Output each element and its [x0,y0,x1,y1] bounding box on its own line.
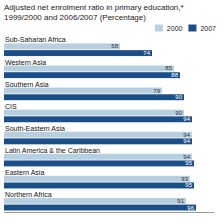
data-label: 85 [165,65,172,71]
data-label: 74 [143,50,150,56]
data-label: 58 [111,43,118,49]
category-label: South-Eastern Asia [5,125,65,132]
bar [4,132,192,138]
bar [4,160,194,166]
data-label: 95 [185,182,192,188]
bar [4,88,162,94]
data-label: 95 [185,160,192,166]
data-label: 79 [153,88,160,94]
data-label: 94 [183,138,190,144]
data-label: 90 [175,110,182,116]
data-label: 91 [177,198,184,204]
data-label: 93 [181,176,188,182]
bar [4,154,192,160]
bar [4,198,186,204]
bar [4,116,192,122]
category-label: Latin America & the Caribbean [5,147,100,154]
chart: Adjusted net enrolment ratio in primary … [0,0,220,220]
x-axis-line [4,212,214,213]
bar [4,176,190,182]
category-label: Sub-Saharan Africa [5,36,66,43]
data-label: 90 [175,94,182,100]
data-label: 94 [183,154,190,160]
labels: Sub-Saharan Africa 58 74 Western Asia 8588 So… [5,36,195,210]
bar [4,72,180,78]
category-label: Eastern Asia [5,169,44,176]
chart-container: Adjusted net enrolment ratio in primary … [0,0,220,220]
bar [4,205,196,211]
category-label: Western Asia [5,59,46,66]
bar [4,138,192,144]
legend: 2007 2000 [155,25,216,32]
bars [4,43,196,210]
legend-label: 2000 [167,25,183,32]
legend-label: 2007 [200,25,216,32]
bar [4,94,184,100]
bar [4,183,194,189]
legend-swatch [188,25,196,32]
category-label: Southern Asia [5,81,49,88]
bar [4,50,152,56]
bar [4,110,184,116]
bar [4,43,120,49]
data-label: 96 [187,205,194,211]
data-label: 94 [183,116,190,122]
bar [4,66,174,72]
category-label: Northern Africa [5,191,52,198]
category-label: CIS [5,103,17,110]
title: Adjusted net enrolment ratio in primary … [4,3,184,22]
data-label: 88 [171,72,178,78]
legend-swatch [155,25,163,32]
data-label: 94 [183,132,190,138]
